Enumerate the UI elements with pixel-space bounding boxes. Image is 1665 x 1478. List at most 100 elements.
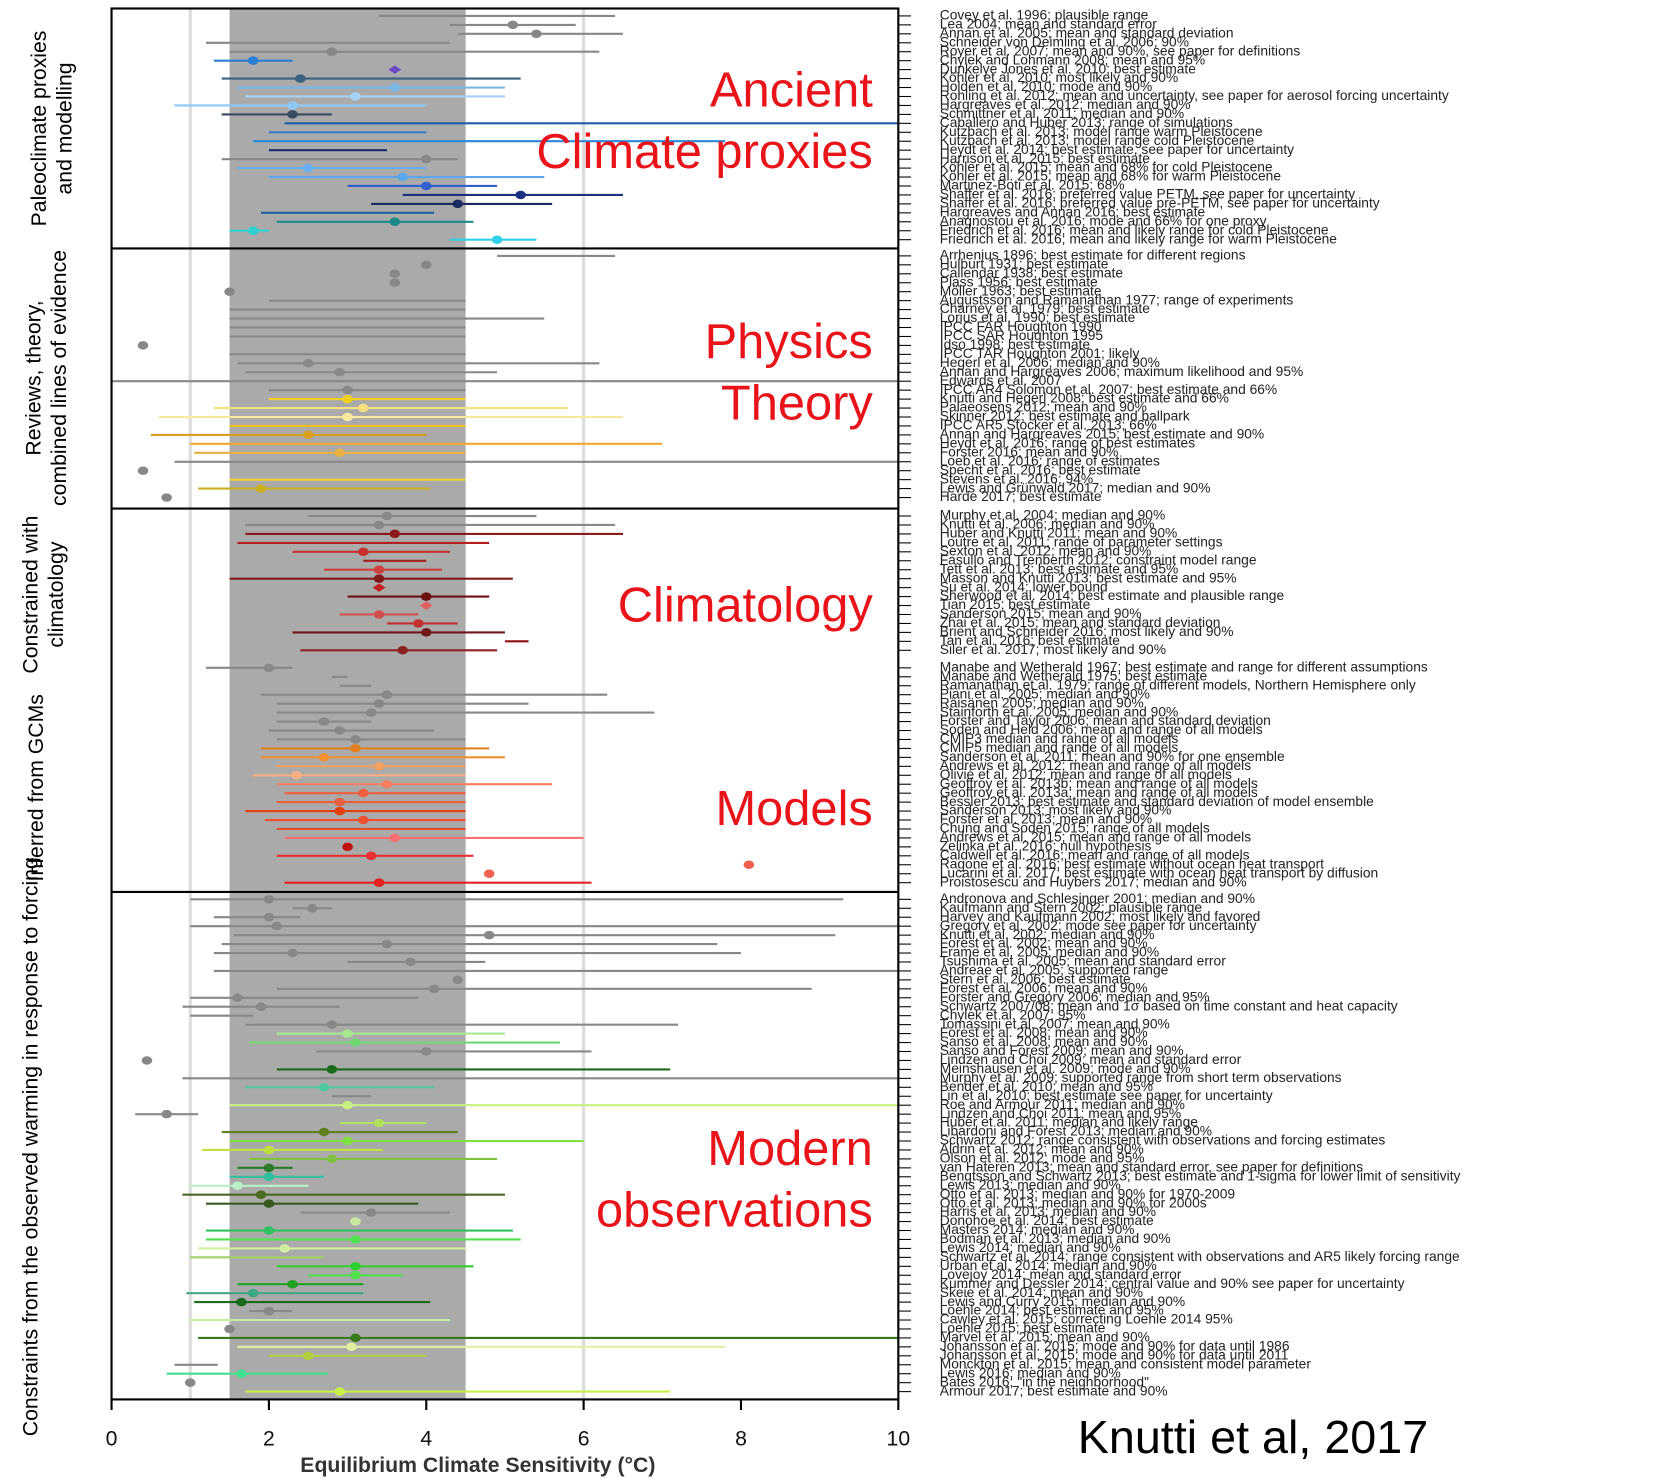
best-estimate	[306, 904, 318, 913]
row-label: Lewis 2016; median and 90%	[940, 1365, 1121, 1380]
row-label: Plass 1956; best estimate	[940, 274, 1098, 289]
row-label: Kutzbach et al. 2013; model range cold P…	[940, 133, 1255, 148]
best-estimate	[334, 448, 346, 458]
row-label: Stern et al. 2006; best estimate	[940, 972, 1131, 987]
row-label: Schneider von Deimling et al. 2006; 90%	[940, 34, 1189, 49]
best-estimate	[420, 154, 432, 164]
row-label: Kummer and Dessler 2014; central value a…	[940, 1276, 1405, 1291]
x-tick-label: 6	[578, 1427, 590, 1450]
row-label: Knutti et al. 2002; median and 90%	[940, 927, 1155, 942]
row-label: Proistosescu and Huybers 2017; median an…	[940, 874, 1247, 889]
row-label: Knutti et al. 2006; median and 90%	[940, 517, 1155, 532]
row-label: Palaeosens 2012; mean and 90%	[940, 400, 1147, 415]
row-label: CMIP5 median and range of all models	[940, 740, 1179, 755]
row-label: Urban et al. 2014; median and 90%	[940, 1258, 1157, 1273]
row-label: Johansson et al. 2015; mode and 90% for …	[940, 1339, 1290, 1354]
best-estimate	[350, 1271, 361, 1280]
row-label: Specht et al. 2016; best estimate	[940, 462, 1141, 477]
best-estimate	[389, 833, 401, 843]
best-estimate	[263, 1145, 275, 1155]
row-label: Ramanathan et al. 1979; range of differe…	[940, 677, 1416, 692]
best-estimate	[271, 921, 283, 931]
row-label: Meinshausen et al. 2009; mode and 90%	[940, 1061, 1191, 1076]
row-label: Arrhenius 1896; best estimate for differ…	[940, 248, 1246, 263]
best-estimate	[295, 74, 306, 83]
row-label: Forster et al. 2013; mean and 90%	[940, 812, 1152, 827]
row-label: Lovejoy 2014; mean and standard error	[940, 1267, 1182, 1282]
best-estimate	[334, 726, 346, 735]
row-label: Loutre et al. 2011; range of parameter s…	[940, 535, 1223, 550]
row-label: Annan and Hargreaves 2015; best estimate…	[940, 427, 1264, 442]
row-label: Möller 1963; best estimate	[940, 283, 1102, 298]
row-label: Forster and Gregory 2006; median and 95%	[940, 989, 1210, 1004]
row-label: Schwartz 2007/08; mean and 1σ based on t…	[940, 998, 1398, 1013]
row-label: Lewis and Grünwald 2017; median and 90%	[940, 480, 1211, 495]
row-label: Monckton et al. 2015; mean and consisten…	[940, 1356, 1312, 1371]
row-label: Huber and Knutti 2011; mean and 90%	[940, 526, 1178, 541]
row-label: Harvey and Kaufmann 2002; most likely an…	[940, 909, 1261, 924]
best-estimate	[365, 1208, 377, 1217]
row-label: Forster 2016; mean and 90%	[940, 444, 1119, 459]
best-estimate	[420, 181, 432, 191]
row-label: Manabe and Wetherald 1967; best estimate…	[940, 660, 1428, 675]
row-label: Bodman et al. 2013; median and 90%	[940, 1231, 1171, 1246]
row-label: Piani et al. 2005; median and 90%	[940, 686, 1150, 701]
row-label: Olivié et al. 2012; mean and range of al…	[940, 767, 1232, 782]
best-estimate	[263, 1306, 275, 1316]
best-estimate	[263, 1172, 275, 1182]
row-label: Tsushima et al. 2005; mean and standard …	[940, 954, 1226, 969]
best-estimate	[287, 948, 298, 958]
best-estimate	[236, 1297, 247, 1307]
row-label: IPCC AR5 Stocker et al. 2013; 66%	[940, 418, 1157, 433]
row-label: Harde 2017; best estimate	[940, 489, 1102, 504]
row-label: Zhai et al. 2015; mean and standard devi…	[940, 615, 1221, 630]
x-tick-label: 4	[420, 1427, 432, 1450]
best-estimate	[342, 842, 353, 852]
best-estimate	[342, 1136, 353, 1146]
best-estimate	[326, 1020, 338, 1029]
group-label: Paleoclimate proxies	[28, 31, 51, 227]
row-label: Heydt et al. 2016; range of best estimat…	[940, 435, 1195, 450]
best-estimate	[413, 619, 424, 628]
best-estimate	[334, 1387, 346, 1396]
best-estimate	[350, 744, 361, 753]
best-estimate	[263, 1199, 275, 1208]
row-label: Lucarini et al. 2017; best estimate with…	[940, 865, 1378, 880]
row-label: Edwards et al. 2007	[940, 373, 1062, 388]
row-label: Lin et al. 2010; best estimate see paper…	[940, 1088, 1273, 1103]
best-estimate	[358, 815, 369, 825]
best-estimate	[326, 47, 338, 56]
best-estimate	[373, 565, 385, 574]
foreground-layer: Paleoclimate proxies and modelling Covey e…	[20, 7, 1461, 1450]
best-estimate	[373, 1118, 385, 1128]
row-label: Hargreaves and Annan 2016; best estimate	[940, 204, 1206, 219]
best-estimate	[342, 1100, 353, 1110]
best-estimate	[428, 984, 440, 994]
best-estimate	[373, 699, 385, 708]
row-label: Annan and Hargreaves 2006; maximum likel…	[940, 364, 1304, 379]
best-estimate	[291, 771, 302, 780]
row-label: Andreae et al. 2005; supported range	[940, 963, 1169, 978]
best-estimate	[350, 1235, 361, 1244]
row-label: Otto et al. 2013; median and 90% for 197…	[940, 1186, 1236, 1201]
best-estimate	[373, 574, 385, 583]
best-estimate	[342, 1029, 353, 1038]
row-label: CMIP3 median and range of all models	[940, 731, 1179, 746]
row-label: Lewis and Curry 2015; median and 90%	[940, 1294, 1185, 1309]
best-estimate	[137, 341, 149, 350]
best-estimate	[483, 930, 495, 940]
row-label: Tan et al. 2016; best estimate	[940, 633, 1121, 648]
row-label: Augustsson and Ramanathan 1977; range of…	[940, 292, 1294, 307]
best-estimate	[318, 1083, 330, 1092]
best-estimate	[381, 511, 393, 521]
row-label: Forest et al. 2006; mean and 90%	[940, 980, 1148, 995]
row-label: Brient and Schneider 2016; most likely a…	[940, 624, 1234, 639]
row-label: Kutzbach et al. 2013; model range warm P…	[940, 124, 1263, 139]
row-label: Shaffer et al. 2016; preferred value PET…	[940, 187, 1356, 202]
row-label: Marvel et al. 2015; mean and 90%	[940, 1330, 1150, 1345]
best-estimate	[255, 484, 267, 493]
best-estimate	[318, 1127, 330, 1137]
row-label: Hulburt 1931; best estimate	[940, 256, 1109, 271]
best-estimate	[302, 1351, 314, 1361]
